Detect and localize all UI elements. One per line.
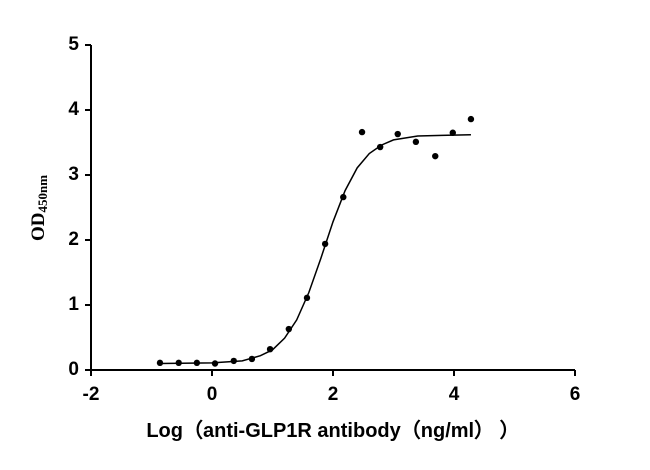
x-tick-label: 0 [207,384,218,405]
data-point [266,346,274,353]
data-point [211,360,219,367]
data-point [467,115,475,123]
y-label-sub: 450nm [35,175,50,213]
y-axis-label: OD450nm [28,175,50,241]
data-point [156,359,164,367]
x-tick-label: 2 [328,384,339,405]
data-point [340,193,347,201]
y-tick-label: 4 [68,99,79,120]
data-point [432,152,439,160]
x-tick-label: -2 [83,384,100,405]
y-tick-label: 0 [68,359,79,380]
y-tick-label: 1 [68,294,79,315]
x-axis-label: Log（anti-GLP1R antibody（ng/ml） ） [146,419,519,442]
data-point [358,128,366,136]
data-point [230,357,237,365]
data-point [412,138,420,146]
y-tick-label: 3 [68,164,79,185]
x-tick-label: 6 [570,384,581,405]
data-point [248,355,256,363]
data-point [376,143,384,151]
y-label-main: OD [28,213,49,242]
data-point [394,130,401,138]
data-point [175,359,182,367]
data-point [449,129,456,136]
data-point [303,294,311,302]
x-tick-label: 4 [449,384,460,405]
data-point [321,240,329,248]
fit-curve [159,133,471,365]
y-tick-label: 5 [68,34,79,55]
data-point [285,325,293,333]
data-point [193,359,201,367]
y-tick-label: 2 [68,229,79,250]
